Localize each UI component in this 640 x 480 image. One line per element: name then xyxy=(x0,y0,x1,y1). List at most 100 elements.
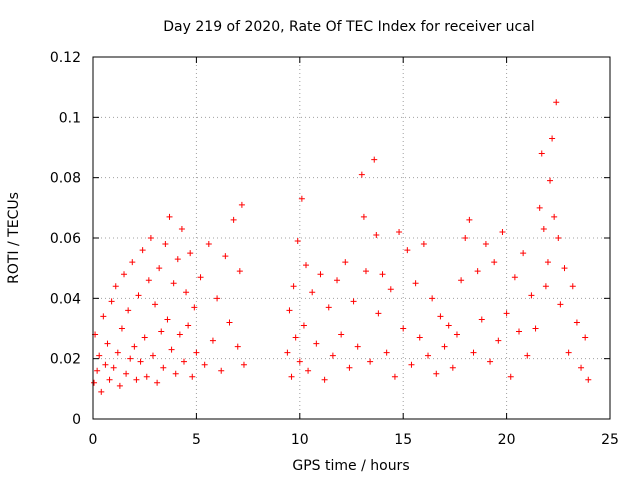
data-point xyxy=(544,259,551,266)
data-point xyxy=(449,364,456,371)
data-point xyxy=(133,376,140,383)
data-point xyxy=(538,150,545,157)
data-point xyxy=(114,349,121,356)
data-point xyxy=(495,337,502,344)
data-point xyxy=(112,283,119,290)
data-point xyxy=(205,241,212,248)
data-point xyxy=(168,346,175,353)
data-point xyxy=(183,289,190,296)
data-point xyxy=(408,361,415,368)
data-point xyxy=(201,361,208,368)
data-point xyxy=(185,322,192,329)
data-point xyxy=(178,225,185,232)
data-point xyxy=(180,358,187,365)
data-point xyxy=(135,292,142,299)
data-point xyxy=(387,286,394,293)
data-point xyxy=(503,310,510,317)
data-point xyxy=(360,213,367,220)
data-point xyxy=(108,298,115,305)
data-point xyxy=(425,352,432,359)
data-point xyxy=(294,238,301,245)
data-point xyxy=(187,250,194,257)
data-point xyxy=(373,231,380,238)
data-point xyxy=(131,343,138,350)
data-point xyxy=(371,156,378,163)
x-axis-label: GPS time / hours xyxy=(292,458,409,474)
data-point xyxy=(292,334,299,341)
data-point xyxy=(298,195,305,202)
data-point xyxy=(542,283,549,290)
data-point xyxy=(214,295,221,302)
data-point xyxy=(474,268,481,275)
data-point xyxy=(154,379,161,386)
data-point xyxy=(555,235,562,241)
data-point xyxy=(367,358,374,365)
data-point xyxy=(453,331,460,338)
data-point xyxy=(528,292,535,299)
data-point xyxy=(470,349,477,356)
data-point xyxy=(561,265,568,272)
data-point xyxy=(325,304,332,311)
data-point xyxy=(137,358,144,365)
data-point xyxy=(170,280,177,287)
data-point xyxy=(317,271,324,278)
data-point xyxy=(143,373,150,380)
data-point xyxy=(209,337,216,344)
data-point xyxy=(156,265,163,272)
data-point xyxy=(303,262,310,269)
axis-ticks: 0 5 10 15 20 25 0 0.02 0.04 0.06 0.08 0.1 0.12 xyxy=(50,50,619,448)
data-point xyxy=(487,358,494,365)
data-point xyxy=(569,283,576,290)
data-point xyxy=(416,334,423,341)
data-point xyxy=(152,301,159,308)
data-point xyxy=(585,376,592,383)
data-point xyxy=(98,388,105,395)
data-point xyxy=(176,331,183,338)
data-point xyxy=(118,325,125,332)
data-point xyxy=(354,343,361,350)
data-point xyxy=(96,352,103,359)
data-point xyxy=(499,228,506,235)
data-point xyxy=(375,310,382,317)
y-tick-label: 0.12 xyxy=(50,50,81,66)
y-tick-label: 0.08 xyxy=(50,171,81,187)
data-point xyxy=(445,322,452,329)
data-point xyxy=(346,364,353,371)
data-point xyxy=(420,241,427,248)
data-point xyxy=(338,331,345,338)
data-point xyxy=(350,298,357,305)
data-point xyxy=(433,370,440,377)
data-point xyxy=(536,204,543,211)
data-point xyxy=(290,283,297,290)
data-point xyxy=(565,349,572,356)
data-point xyxy=(197,274,204,281)
data-point xyxy=(329,352,336,359)
data-point xyxy=(412,280,419,287)
data-point xyxy=(125,307,132,314)
data-point xyxy=(149,352,156,359)
data-point xyxy=(511,274,518,281)
data-point xyxy=(342,259,349,266)
data-point xyxy=(551,213,558,220)
x-tick-label: 20 xyxy=(498,432,516,448)
y-tick-label: 0.1 xyxy=(59,110,81,126)
data-point xyxy=(162,241,169,248)
data-point xyxy=(462,235,469,241)
data-point xyxy=(160,364,167,371)
plot-frame xyxy=(92,56,611,420)
data-point xyxy=(383,349,390,356)
data-point xyxy=(305,367,312,374)
data-point xyxy=(145,277,152,284)
data-point xyxy=(191,304,198,311)
data-point xyxy=(362,268,369,275)
grid-layer xyxy=(93,57,610,419)
data-point xyxy=(437,313,444,320)
data-point xyxy=(482,241,489,248)
data-points xyxy=(91,99,592,395)
x-tick-label: 15 xyxy=(394,432,412,448)
data-point xyxy=(466,216,473,223)
data-point xyxy=(296,358,303,365)
data-point xyxy=(396,228,403,235)
data-point xyxy=(222,253,229,260)
